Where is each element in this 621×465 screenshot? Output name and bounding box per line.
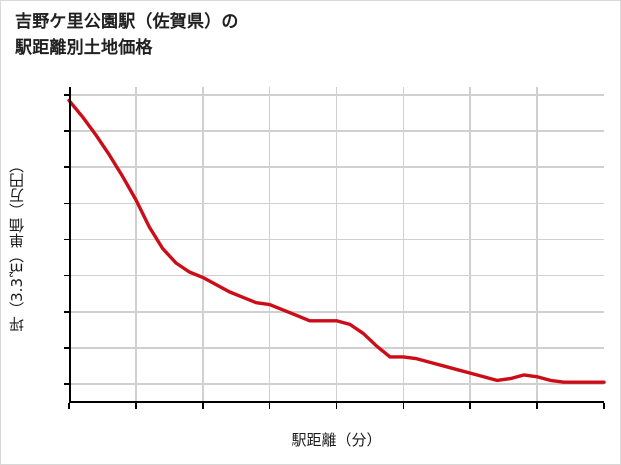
x-tick-mark <box>268 403 271 409</box>
gridline-vertical <box>469 87 472 401</box>
line-series-tsubo-price <box>67 98 606 384</box>
x-tick-mark <box>201 403 204 409</box>
x-tick-mark <box>603 403 605 409</box>
y-axis-line <box>69 87 71 403</box>
data-series-layer <box>67 98 606 384</box>
x-tick-mark <box>68 403 70 409</box>
y-tick-mark <box>64 166 69 169</box>
x-axis-label: 駅距離（分） <box>291 431 382 449</box>
y-axis-label: 坪（3.3㎡）単価（万円） <box>5 87 27 403</box>
chart-title: 吉野ケ里公園駅（佐賀県）の 駅距離別土地価格 <box>15 12 239 58</box>
y-tick-mark <box>64 94 69 96</box>
x-tick-mark <box>135 403 137 409</box>
y-tick-mark <box>64 310 69 313</box>
gridline-vertical <box>135 87 137 401</box>
gridline-vertical <box>536 87 538 401</box>
y-tick-mark <box>64 383 69 385</box>
gridline-vertical <box>335 87 338 401</box>
x-tick-mark <box>536 403 538 409</box>
gridline-vertical <box>402 87 405 401</box>
gridline-vertical <box>201 87 204 401</box>
y-axis-label-text: 坪（3.3㎡）単価（万円） <box>7 158 26 332</box>
plot-area: 8.48.68.89.09.29.49.69.810.00.02.55.07.5… <box>64 87 606 409</box>
x-tick-mark <box>335 403 338 409</box>
x-tick-mark <box>402 403 405 409</box>
x-tick-mark <box>469 403 472 409</box>
y-tick-mark <box>64 274 69 277</box>
y-tick-mark <box>64 130 69 132</box>
gridline-vertical <box>268 87 271 401</box>
y-tick-mark <box>64 347 69 349</box>
y-tick-mark <box>64 202 69 205</box>
x-axis-line <box>69 401 604 403</box>
y-tick-mark <box>64 238 69 241</box>
